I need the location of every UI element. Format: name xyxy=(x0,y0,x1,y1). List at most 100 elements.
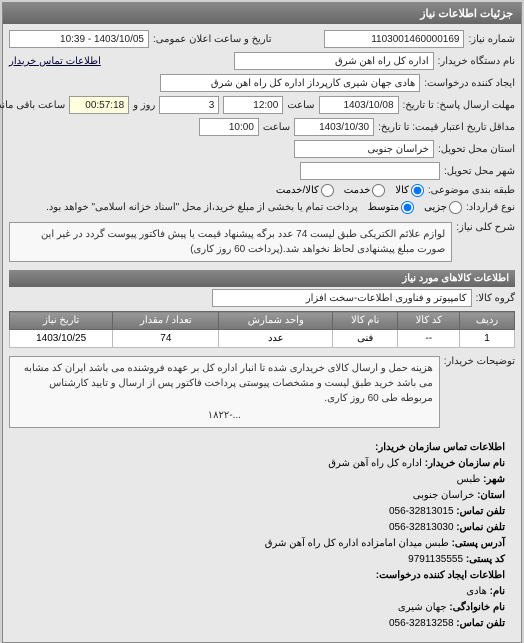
ct-small-input[interactable] xyxy=(449,201,462,214)
th-2: نام کالا xyxy=(333,312,398,330)
province-label: استان: xyxy=(477,490,505,501)
row-buyer-name: نام دستگاه خریدار: اطلاعات تماس خریدار xyxy=(9,52,515,70)
city-value: طبس xyxy=(457,474,481,485)
requester-field[interactable] xyxy=(160,74,420,92)
keywords-label: شرح کلی نیاز: xyxy=(456,218,515,233)
org-name: اداره کل راه آهن شرق xyxy=(328,458,422,469)
th-4: تعداد / مقدار xyxy=(113,312,219,330)
row-desc: توضیحات خریدار: هزینه حمل و ارسال کالای … xyxy=(9,352,515,432)
cat-both-input[interactable] xyxy=(321,184,334,197)
requester-label: ایجاد کننده درخواست: xyxy=(424,78,515,89)
time-label-2: ساعت xyxy=(263,122,290,133)
postal-value: 9791135555 xyxy=(408,554,463,565)
remain-days-field xyxy=(159,96,219,114)
goods-group-label: گروه کالا: xyxy=(476,293,515,304)
fname-label: نام: xyxy=(490,586,505,597)
delivery-city-field[interactable] xyxy=(300,162,440,180)
province-value: خراسان جنوبی xyxy=(413,490,475,501)
req-number-label: شماره نیاز: xyxy=(468,34,515,45)
td-3: عدد xyxy=(219,330,333,348)
rphone-label: تلفن تماس: xyxy=(456,618,505,629)
td-1: -- xyxy=(398,330,460,348)
fax-value: 32813030-056 xyxy=(389,522,454,533)
row-deadline: مهلت ارسال پاسخ: تا تاریخ: ساعت روز و سا… xyxy=(9,96,515,114)
fname-value: هادی xyxy=(466,586,487,597)
category-radio-group: کالا خدمت کالا/خدمت xyxy=(276,184,424,197)
pub-datetime-label: تاریخ و ساعت اعلان عمومی: xyxy=(153,34,272,45)
desc-text: هزینه حمل و ارسال کالای خریداری شده تا ا… xyxy=(24,363,433,404)
validity-date-field[interactable] xyxy=(294,118,374,136)
address-label: آدرس پستی: xyxy=(452,538,505,549)
keywords-box: لوازم علائم الکتریکی طبق لیست 74 عدد برگ… xyxy=(9,222,452,262)
goods-header: اطلاعات کالاهای مورد نیاز xyxy=(9,270,515,287)
cat-service-input[interactable] xyxy=(372,184,385,197)
delivery-city-label: شهر محل تحویل: xyxy=(444,166,515,177)
th-0: ردیف xyxy=(460,312,515,330)
row-delivery-city: شهر محل تحویل: xyxy=(9,162,515,180)
tab-header: جزئیات اطلاعات نیاز xyxy=(3,3,521,24)
lname-value: جهان شیری xyxy=(398,602,447,613)
remain-days-label: روز و xyxy=(133,100,155,111)
remain-time-field xyxy=(69,96,129,114)
row-keywords: شرح کلی نیاز: لوازم علائم الکتریکی طبق ل… xyxy=(9,218,515,266)
req-number-field[interactable] xyxy=(324,30,464,48)
remain-suffix: ساعت باقی مانده xyxy=(0,100,65,111)
buyer-contact-link[interactable]: اطلاعات تماس خریدار xyxy=(9,56,101,67)
td-5: 1403/10/25 xyxy=(10,330,113,348)
td-4: 74 xyxy=(113,330,219,348)
ct-small-radio[interactable]: جزیی xyxy=(424,201,462,214)
delivery-province-field[interactable] xyxy=(294,140,434,158)
main-panel: جزئیات اطلاعات نیاز شماره نیاز: تاریخ و … xyxy=(2,2,522,643)
contact-block: اطلاعات تماس سازمان خریدار: نام سازمان خ… xyxy=(9,436,515,636)
row-requester: ایجاد کننده درخواست: xyxy=(9,74,515,92)
th-5: تاریخ نیاز xyxy=(10,312,113,330)
validity-time-field[interactable] xyxy=(199,118,259,136)
row-goods-group: گروه کالا: xyxy=(9,289,515,307)
phone-label: تلفن تماس: xyxy=(456,506,505,517)
rphone-value: 32813258-056 xyxy=(389,618,454,629)
td-2: فنی xyxy=(333,330,398,348)
lname-label: نام خانوادگی: xyxy=(449,602,505,613)
td-0: 1 xyxy=(460,330,515,348)
time-label-1: ساعت xyxy=(287,100,314,111)
cat-both-radio[interactable]: کالا/خدمت xyxy=(276,184,334,197)
contract-radio-group: جزیی متوسط xyxy=(368,201,462,214)
delivery-province-label: استان محل تحویل: xyxy=(438,144,515,155)
phone-value: 32813015-056 xyxy=(389,506,454,517)
desc-box: هزینه حمل و ارسال کالای خریداری شده تا ا… xyxy=(9,356,440,428)
row-contract-type: نوع قرارداد: جزیی متوسط پرداخت تمام یا ب… xyxy=(9,201,515,214)
desc-footer: ...-۱۸۲۲ xyxy=(16,408,433,423)
desc-label: توضیحات خریدار: xyxy=(444,352,515,367)
row-delivery-province: استان محل تحویل: xyxy=(9,140,515,158)
postal-label: کد پستی: xyxy=(466,554,505,565)
table-row[interactable]: 1 -- فنی عدد 74 1403/10/25 xyxy=(10,330,515,348)
buyer-org-header: اطلاعات تماس سازمان خریدار: xyxy=(19,440,505,456)
row-req-number: شماره نیاز: تاریخ و ساعت اعلان عمومی: xyxy=(9,30,515,48)
org-name-label: نام سازمان خریدار: xyxy=(425,458,505,469)
buyer-name-field[interactable] xyxy=(234,52,434,70)
goods-group-field[interactable] xyxy=(212,289,472,307)
deadline-date-field[interactable] xyxy=(319,96,399,114)
contract-type-label: نوع قرارداد: xyxy=(466,202,515,213)
ct-note: پرداخت تمام یا بخشی از مبلغ خرید،از محل … xyxy=(46,202,358,213)
ct-medium-input[interactable] xyxy=(401,201,414,214)
row-validity: مداقل تاریخ اعتبار قیمت: تا تاریخ: ساعت xyxy=(9,118,515,136)
buyer-name-label: نام دستگاه خریدار: xyxy=(438,56,515,67)
row-category: طبقه بندی موضوعی: کالا خدمت کالا/خدمت xyxy=(9,184,515,197)
validity-label: مداقل تاریخ اعتبار قیمت: تا تاریخ: xyxy=(378,122,515,133)
deadline-time-field[interactable] xyxy=(223,96,283,114)
th-3: واحد شمارش xyxy=(219,312,333,330)
ct-medium-radio[interactable]: متوسط xyxy=(368,201,414,214)
cat-goods-radio[interactable]: کالا xyxy=(395,184,424,197)
th-1: کد کالا xyxy=(398,312,460,330)
cat-goods-input[interactable] xyxy=(411,184,424,197)
cat-service-radio[interactable]: خدمت xyxy=(344,184,386,197)
requester-header: اطلاعات ایجاد کننده درخواست: xyxy=(19,568,505,584)
city-label: شهر: xyxy=(483,474,505,485)
pub-datetime-field[interactable] xyxy=(9,30,149,48)
deadline-label: مهلت ارسال پاسخ: تا تاریخ: xyxy=(403,100,515,111)
table-header-row: ردیف کد کالا نام کالا واحد شمارش تعداد /… xyxy=(10,312,515,330)
details-section: شماره نیاز: تاریخ و ساعت اعلان عمومی: نا… xyxy=(3,24,521,642)
category-label: طبقه بندی موضوعی: xyxy=(428,185,515,196)
address-value: طبس میدان امامزاده اداره کل راه آهن شرق xyxy=(265,538,449,549)
